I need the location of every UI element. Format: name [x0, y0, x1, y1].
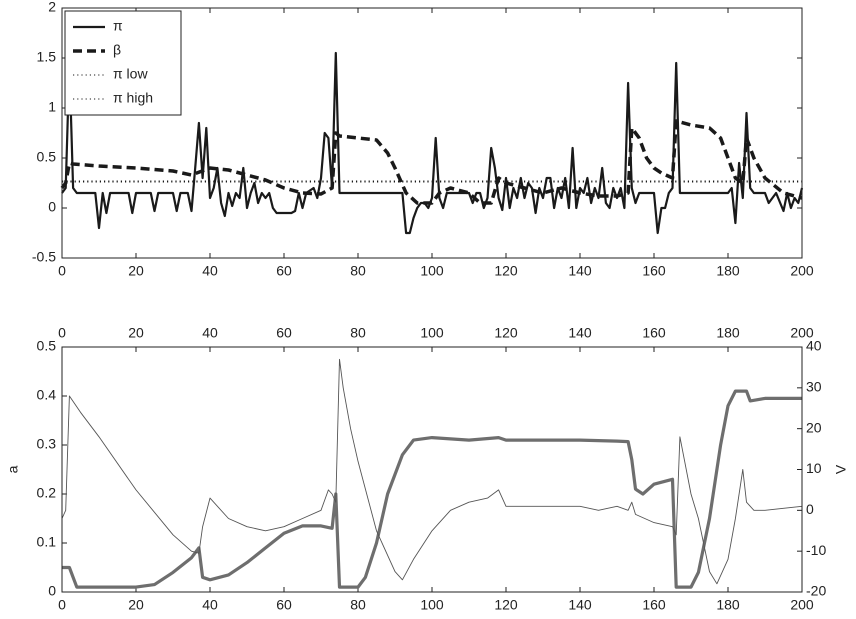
legend-label: π low — [113, 66, 148, 82]
x-tick-label: 60 — [276, 597, 292, 613]
x-tick-label: 120 — [494, 597, 518, 613]
x-tick-label-top: 80 — [350, 325, 366, 341]
x-tick-label: 120 — [494, 263, 518, 279]
y-tick-label: 1 — [48, 99, 56, 115]
x-tick-label: 40 — [202, 597, 218, 613]
line-series — [60, 119, 803, 205]
x-tick-label-top: 140 — [568, 325, 592, 341]
x-tick-label: 0 — [58, 597, 66, 613]
x-tick-label: 100 — [420, 597, 444, 613]
x-tick-label: 80 — [350, 263, 366, 279]
y-tick-label: 0.4 — [37, 387, 57, 403]
x-tick-label: 160 — [642, 263, 666, 279]
x-tick-label-top: 160 — [642, 325, 666, 341]
y2-tick-label: 40 — [806, 338, 822, 354]
y-tick-label: 0 — [48, 199, 56, 215]
x-tick-label: 20 — [128, 597, 144, 613]
y2-axis-label: V — [833, 464, 849, 474]
x-tick-label-top: 40 — [202, 325, 218, 341]
y-tick-label: 0.3 — [37, 436, 57, 452]
y-axis-label: a — [5, 465, 21, 473]
y2-tick-label: 10 — [806, 460, 822, 476]
legend-box — [64, 10, 182, 116]
x-tick-label: 20 — [128, 263, 144, 279]
x-tick-label: 80 — [350, 597, 366, 613]
y-tick-label: 0 — [48, 583, 56, 599]
x-tick-label: 200 — [790, 263, 814, 279]
line-series — [62, 389, 802, 589]
x-tick-label: 140 — [568, 597, 592, 613]
x-tick-label: 140 — [568, 263, 592, 279]
y-tick-label: 2 — [48, 0, 56, 15]
y-tick-label: 0.1 — [37, 534, 57, 550]
x-tick-label: 60 — [276, 263, 292, 279]
legend-label: β — [113, 42, 121, 58]
x-tick-label-top: 20 — [128, 325, 144, 341]
y-tick-label: 0.5 — [37, 338, 57, 354]
x-tick-label: 180 — [716, 597, 740, 613]
x-tick-label-top: 120 — [494, 325, 518, 341]
legend-label: π — [113, 18, 123, 34]
x-tick-label: 180 — [716, 263, 740, 279]
axes-frame — [61, 346, 803, 593]
x-tick-label-top: 180 — [716, 325, 740, 341]
y-tick-label: 0.2 — [37, 485, 57, 501]
line-series — [61, 51, 804, 235]
x-tick-label-top: 60 — [276, 325, 292, 341]
x-tick-label: 40 — [202, 263, 218, 279]
y2-tick-label: 0 — [806, 501, 814, 517]
x-tick-label-top: 200 — [790, 325, 814, 341]
x-tick-label-top: 100 — [420, 325, 444, 341]
line-series — [61, 358, 803, 585]
y-tick-label: 1.5 — [37, 49, 57, 65]
x-tick-label-top: 0 — [58, 325, 66, 341]
y2-tick-label: -10 — [806, 542, 826, 558]
x-tick-label: 160 — [642, 597, 666, 613]
y-tick-label: 0.5 — [37, 149, 57, 165]
y-tick-label: -0.5 — [32, 249, 56, 265]
axes-frame — [61, 7, 803, 259]
y2-tick-label: -20 — [806, 583, 826, 599]
x-tick-label: 200 — [790, 597, 814, 613]
legend-label: π high — [113, 90, 153, 106]
x-tick-label: 0 — [58, 263, 66, 279]
y2-tick-label: 30 — [806, 379, 822, 395]
y2-tick-label: 20 — [806, 419, 822, 435]
x-tick-label: 100 — [420, 263, 444, 279]
